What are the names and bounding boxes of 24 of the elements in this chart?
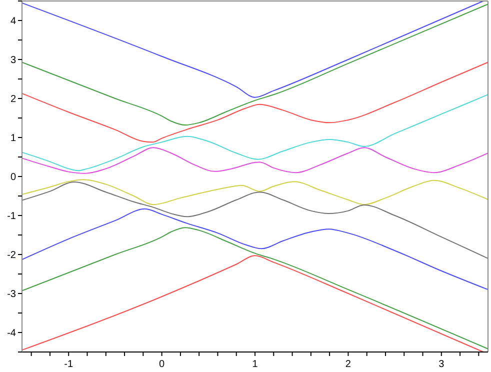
y-tick-label: -3 (7, 289, 16, 300)
y-tick-label: 1 (10, 133, 16, 144)
line-series (22, 0, 484, 98)
line-series (22, 227, 488, 350)
x-tick-label: 0 (159, 359, 166, 370)
x-tick-label: 1 (252, 359, 258, 370)
line-series (22, 4, 488, 126)
line-series (22, 179, 488, 206)
y-tick-label: 4 (10, 16, 16, 27)
line-series (22, 181, 488, 259)
y-tick-label: -4 (7, 328, 16, 339)
y-tick-label: 3 (10, 55, 16, 66)
y-tick-label: -1 (7, 211, 16, 222)
x-tick-label: -1 (64, 359, 74, 370)
line-series (22, 255, 484, 352)
x-tick-label: 3 (438, 359, 445, 370)
line-series (22, 208, 488, 290)
line-series (22, 147, 488, 174)
x-tick-label: 2 (345, 359, 352, 370)
y-tick-label: 2 (10, 94, 16, 105)
y-tick-label: 0 (10, 172, 16, 183)
line-series (22, 62, 488, 143)
line-series (22, 94, 488, 172)
y-tick-label: -2 (7, 250, 16, 261)
